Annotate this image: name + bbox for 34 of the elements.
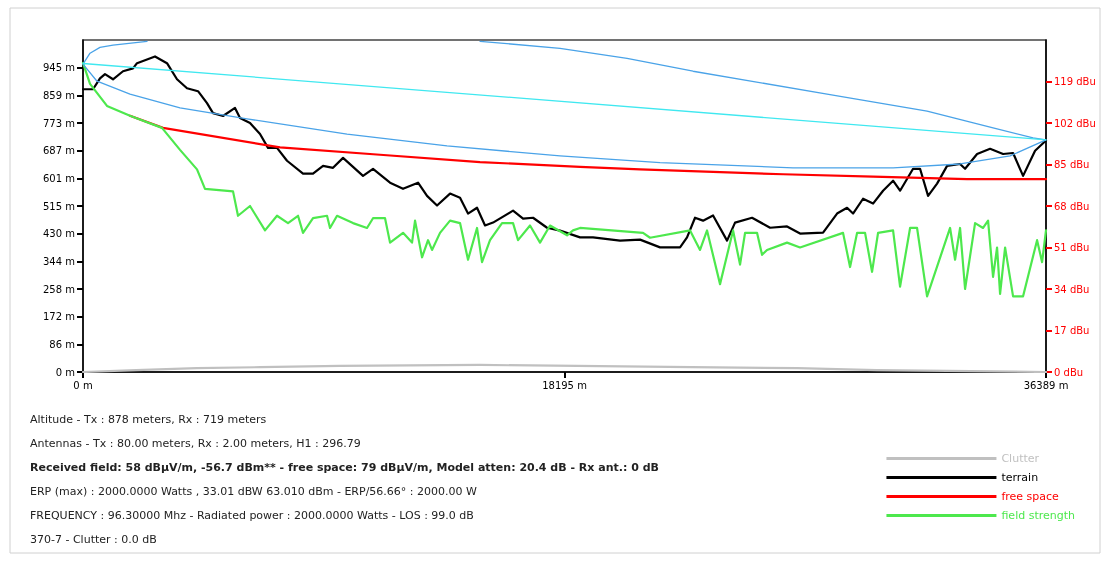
y-tick-label: 859 m [42,89,75,101]
text: field strength [1001,509,1076,522]
text: ERP (max) : 2000.0000 Watts , 33.01 dBW 63.010 dBm - ERP/56.66° : 2000.00 W [30,485,478,498]
y2-tick-label: 119 dBu [1054,76,1096,87]
text: Received field: 58 dBµV/m, -56.7 dBm** - free space: 79 dBµV/m, Model atten: 20.4 dB - Rx ant.: 0 dB [30,461,659,474]
x-tick-label: 18195 m [542,379,587,391]
y-tick-label: 601 m [42,172,75,184]
y-tick-label: 773 m [42,117,75,129]
y2-tick-label: 51 dBu [1054,242,1090,253]
y-tick-label: 0 m [55,366,75,378]
text: Antennas - Tx : 80.00 meters, Rx : 2.00 meters, H1 : 296.79 [30,437,361,450]
x-tick-label: 36389 m [1023,379,1069,391]
text: 370-7 - Clutter : 0.0 dB [30,533,157,546]
y-tick-label: 172 m [42,311,75,323]
y-tick-label: 945 m [42,62,75,74]
text: FREQUENCY : 96.30000 Mhz - Radiated power : 2000.0000 Watts - LOS : 99.0 dB [30,509,474,522]
y2-tick-label: 102 dBu [1054,117,1096,129]
text: terrain [1001,471,1039,484]
line-series [81,61,1048,298]
text: Clutter [1001,452,1040,465]
text: free space [1001,490,1060,503]
y-tick-label: 430 m [42,228,75,240]
y2-tick-label: 68 dBu [1054,200,1090,212]
y2-tick-label: 17 dBu [1054,325,1090,336]
x-tick-label: 0 m [73,379,93,391]
y-tick-label: 515 m [42,200,75,212]
y-tick-label: 258 m [42,283,75,295]
text: Altitude - Tx : 878 meters, Rx : 719 meters [30,413,267,426]
y-tick-label: 687 m [42,145,75,157]
y2-tick-label: 34 dBu [1054,283,1090,295]
y2-tick-label: 85 dBu [1054,159,1090,170]
y-tick-label: 86 m [49,338,75,350]
y2-tick-label: 0 dBu [1054,366,1084,378]
y-tick-label: 344 m [42,255,75,267]
